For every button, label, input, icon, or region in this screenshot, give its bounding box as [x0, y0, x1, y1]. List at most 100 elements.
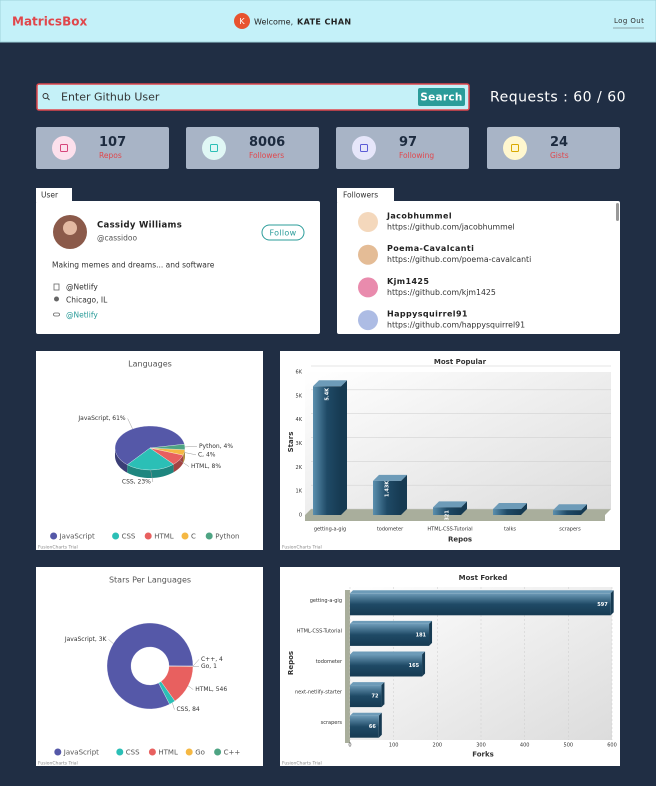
- data-label: HTML, 8%: [191, 463, 221, 470]
- stat-label: Gists: [550, 151, 569, 160]
- x-tick-label: 400: [520, 743, 530, 749]
- data-label: 181: [416, 632, 427, 638]
- x-tick-label: talks: [504, 527, 516, 533]
- bar: [350, 593, 611, 616]
- chart-title: Most Popular: [434, 358, 487, 366]
- x-tick-label: scrapers: [559, 527, 581, 533]
- follow-button[interactable]: [261, 224, 305, 241]
- stat-value: 107: [99, 135, 126, 150]
- search-button[interactable]: [418, 88, 465, 106]
- legend-swatch: [54, 748, 62, 756]
- bar-top: [350, 620, 433, 624]
- link-icon: [53, 312, 60, 317]
- stat-label: Followers: [249, 151, 284, 160]
- back-wall: [305, 372, 611, 515]
- location-icon: [54, 296, 59, 302]
- stat-icon-glyph: [511, 144, 519, 152]
- x-tick-label: 200: [433, 743, 443, 749]
- stat-value: 24: [550, 135, 568, 150]
- follower-url: https://github.com/poema-cavalcanti: [387, 255, 531, 264]
- bar-top: [350, 651, 426, 655]
- bar-top: [350, 682, 385, 686]
- x-tick-label: 600: [607, 743, 617, 749]
- legend-label: C: [191, 533, 196, 541]
- pie-side: [127, 464, 174, 478]
- search-icon: [42, 93, 49, 99]
- user-company: @Netlify: [66, 283, 98, 292]
- bar-top: [350, 712, 382, 716]
- x-axis-title: Forks: [472, 751, 494, 759]
- bar-side: [378, 712, 382, 738]
- tab: [36, 188, 72, 202]
- logout[interactable]: Log Out: [614, 17, 644, 25]
- leader-line: [108, 639, 114, 644]
- x-tick-label: 0: [348, 743, 351, 749]
- bar-side: [381, 682, 385, 708]
- legend-label: JavaScript: [63, 749, 99, 757]
- data-label: HTML, 546: [195, 686, 227, 693]
- avatar: [234, 13, 250, 29]
- y-tick-label: 4K: [296, 417, 303, 423]
- x-tick-label: 500: [564, 743, 574, 749]
- y-tick-label: 1K: [296, 489, 303, 495]
- legend-swatch: [205, 532, 213, 540]
- search-button-label[interactable]: Search: [420, 92, 462, 104]
- x-tick-label: todometer: [377, 527, 404, 533]
- bar-side: [401, 474, 407, 515]
- bar-top: [493, 503, 527, 510]
- search-icon: [47, 97, 50, 101]
- stat-icon: [503, 136, 527, 160]
- y-tick-label: getting-a-gig: [310, 598, 342, 604]
- legend-label: Go: [195, 749, 205, 757]
- legend-label: HTML: [154, 533, 174, 541]
- x-tick-label: 300: [476, 743, 486, 749]
- leader-line: [179, 459, 190, 467]
- axis-wall: [345, 590, 350, 743]
- chart-title: Most Forked: [459, 574, 508, 582]
- chart-title: Languages: [128, 360, 172, 369]
- followers-list: Jacobhummel https://github.com/jacobhumme…: [358, 212, 531, 331]
- stat-label: Following: [399, 151, 434, 160]
- stat-icon: [202, 136, 226, 160]
- pie-side: [183, 449, 185, 464]
- leader-line: [150, 469, 154, 483]
- follower-url: https://github.com/happysquirrel91: [387, 321, 525, 330]
- data-label: 1.43K: [385, 480, 391, 497]
- user-name: Cassidy Williams: [97, 221, 182, 231]
- leader-line: [184, 452, 197, 456]
- bar-top: [350, 590, 614, 594]
- follower-name: Happysquirrel91: [387, 310, 468, 319]
- bar-top: [553, 504, 587, 511]
- data-label: CSS, 84: [176, 706, 199, 713]
- x-tick-label: 100: [389, 743, 399, 749]
- follower-name: Poema-Cavalcanti: [387, 244, 474, 253]
- followers-card: [337, 201, 620, 334]
- bar-side: [581, 504, 587, 515]
- follower-name: Kjm1425: [387, 277, 429, 286]
- legend-label: CSS: [126, 749, 140, 757]
- pie-side: [115, 448, 128, 473]
- x-tick-label: getting-a-gig: [314, 527, 346, 533]
- legend-swatch: [116, 748, 124, 756]
- user-blog[interactable]: @Netlify: [66, 311, 98, 320]
- chart-title: Stars Per Languages: [109, 576, 191, 585]
- user-handle: @cassidoo: [97, 234, 137, 243]
- user-name: KATE CHAN: [297, 18, 352, 27]
- watermark: FusionCharts Trial: [38, 761, 78, 767]
- watermark: FusionCharts Trial: [282, 545, 322, 551]
- y-tick-label: next-netlify-starter: [295, 690, 343, 696]
- follow-label[interactable]: Follow: [270, 229, 297, 238]
- bar-side: [521, 503, 527, 515]
- bar: [350, 715, 379, 738]
- search-box[interactable]: [36, 83, 470, 111]
- scrollbar[interactable]: [616, 203, 619, 221]
- data-label: 165: [409, 663, 420, 669]
- stat-icon-glyph: [210, 144, 218, 152]
- y-tick-label: scrapers: [321, 720, 343, 726]
- stat-icon: [352, 136, 376, 160]
- legend-swatch: [144, 532, 152, 540]
- chart-panel: [36, 567, 263, 766]
- follower-avatar: [358, 277, 378, 298]
- pie-side: [173, 455, 184, 473]
